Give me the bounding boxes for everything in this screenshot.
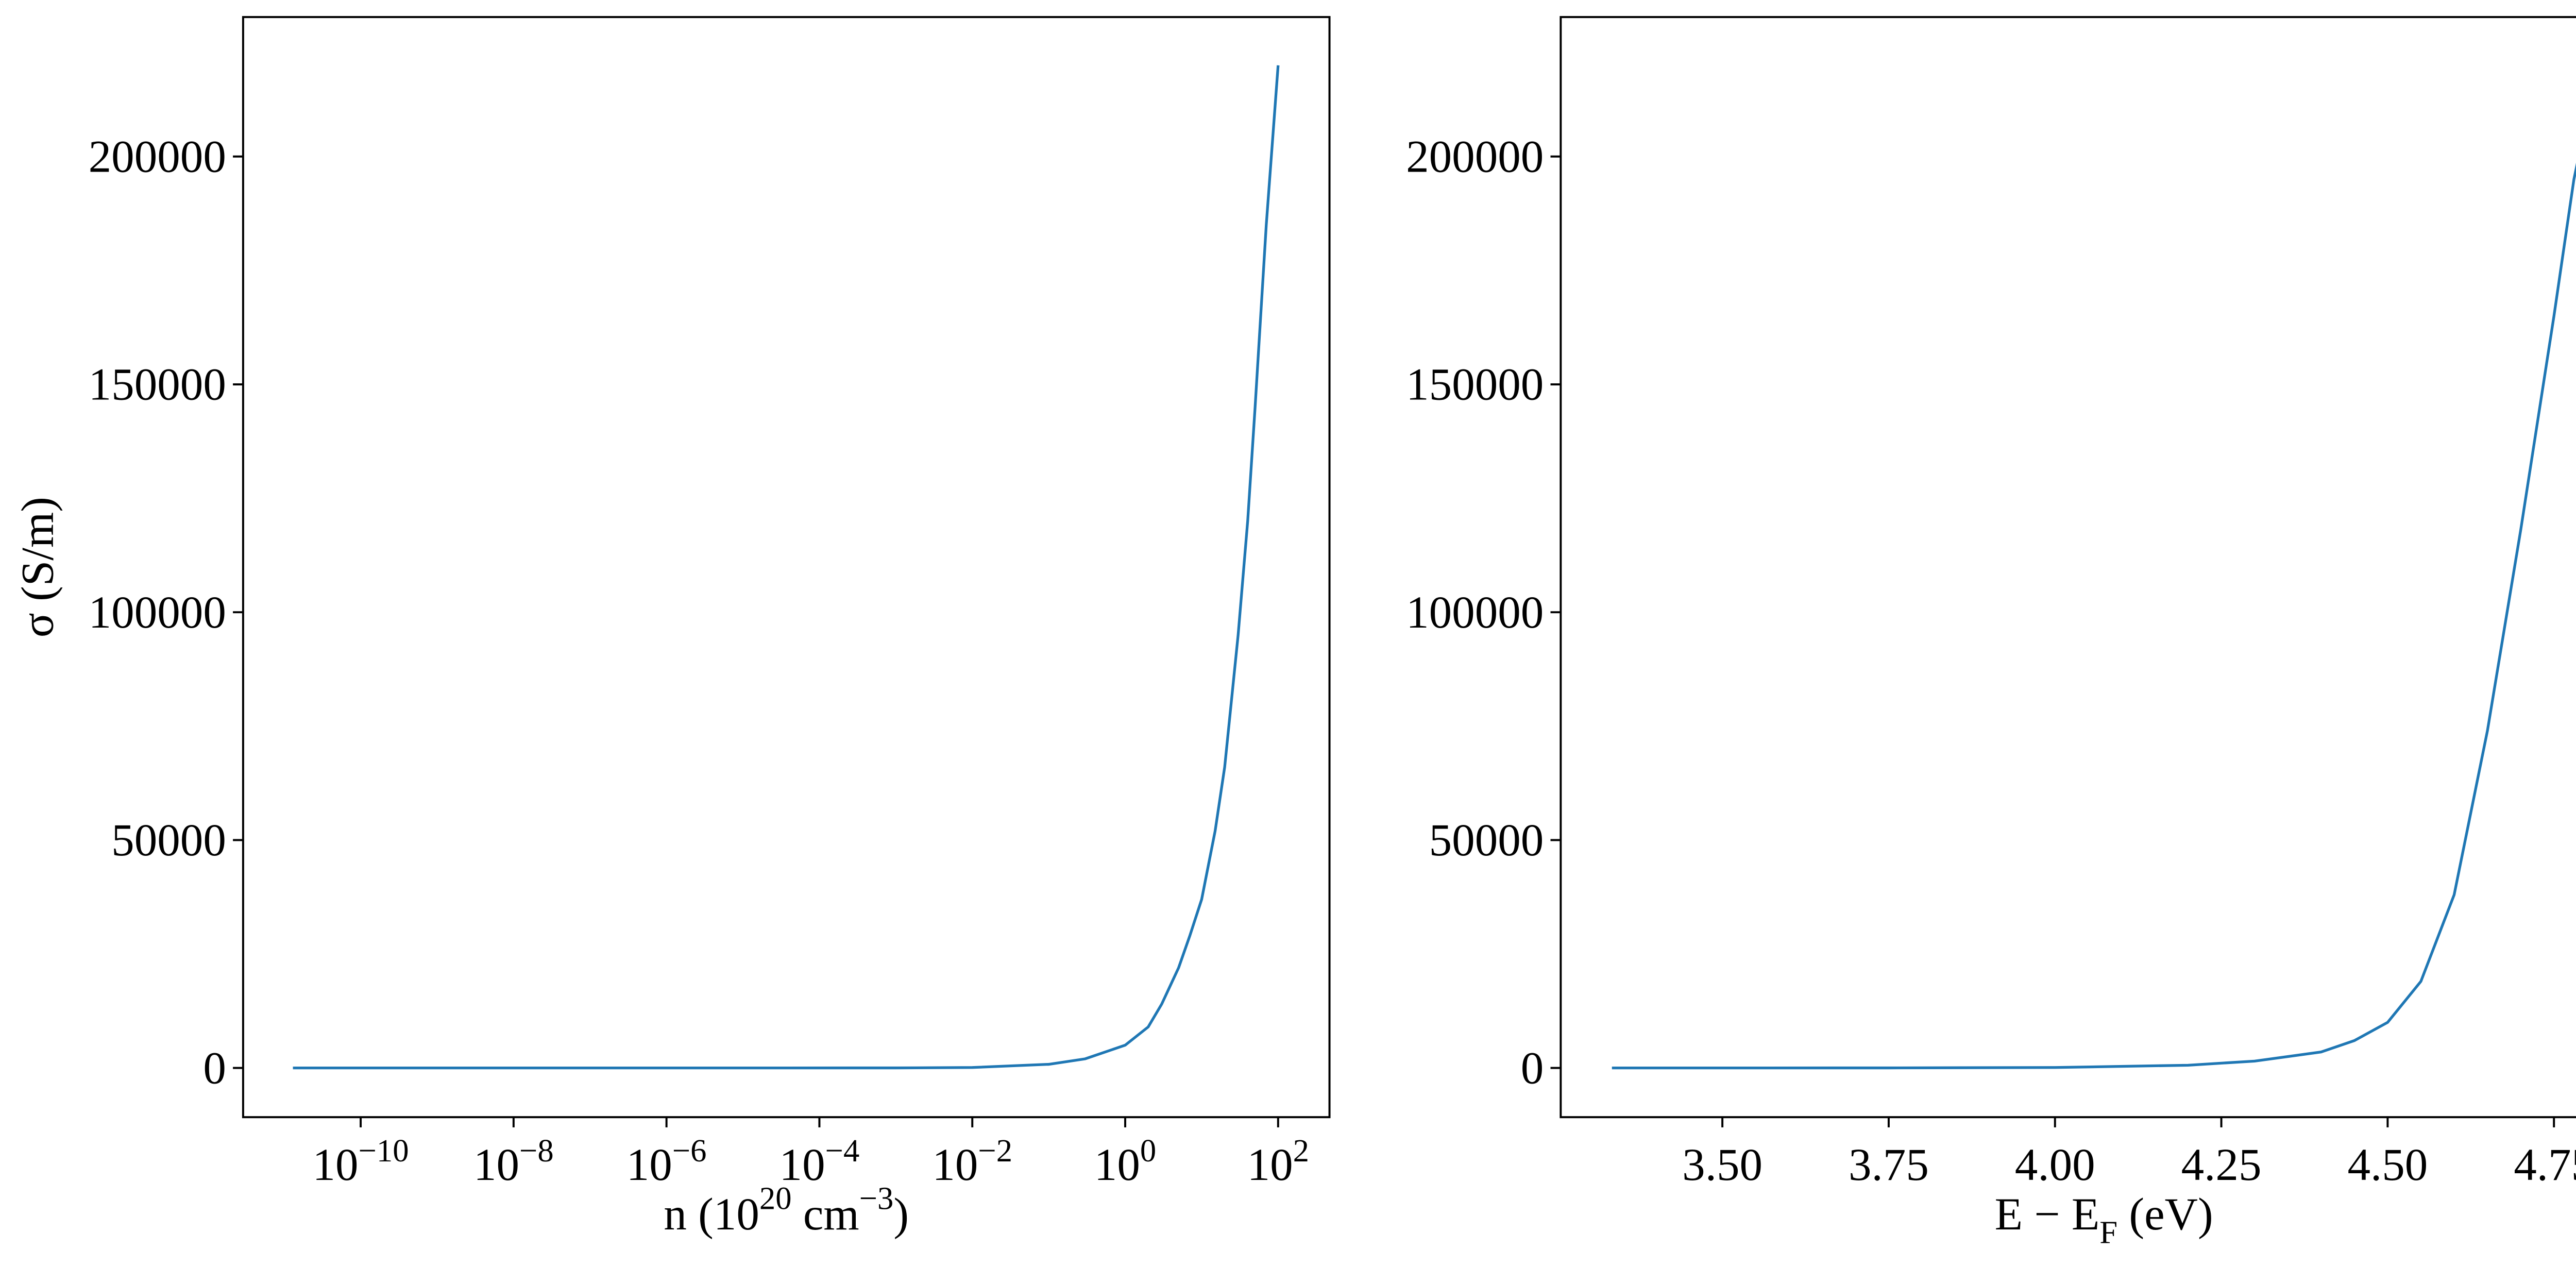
x-axis-label: n (1020 cm−3) bbox=[664, 1180, 909, 1240]
y-tick-label: 200000 bbox=[89, 131, 226, 182]
y-tick-label: 150000 bbox=[89, 360, 226, 410]
y-axis-label: σ (S/m) bbox=[12, 497, 63, 637]
subplot: 0 50000 100000 150000 200000 3.50 3.75 4.00 4.25… bbox=[1406, 16, 2576, 1250]
y-tick-label: 50000 bbox=[111, 815, 226, 866]
y-tick-label: 100000 bbox=[89, 587, 226, 638]
tick-base: 10 bbox=[1247, 1140, 1293, 1190]
x-tick-label: 10−8 bbox=[473, 1133, 554, 1190]
y-tick-label: 0 bbox=[203, 1043, 226, 1093]
tick-base: 4.25 bbox=[2181, 1140, 2262, 1190]
tick-base: 10 bbox=[312, 1140, 358, 1190]
x-tick-label: 4.75 bbox=[2514, 1140, 2576, 1190]
y-tick-label: 200000 bbox=[1406, 131, 1544, 182]
x-label-part: cm bbox=[792, 1189, 859, 1240]
tick-base: 10 bbox=[626, 1140, 672, 1190]
x-label-part: E − E bbox=[1995, 1189, 2100, 1240]
x-tick-label: 4.50 bbox=[2347, 1140, 2428, 1190]
y-tick-label: 50000 bbox=[1429, 815, 1544, 866]
tick-exponent: −6 bbox=[672, 1133, 707, 1169]
axes-frame bbox=[1560, 16, 2576, 1119]
axes-frame bbox=[242, 16, 1331, 1119]
x-label-part: ) bbox=[893, 1189, 909, 1240]
tick-exponent: −4 bbox=[825, 1133, 860, 1169]
x-tick-label: 10−6 bbox=[626, 1133, 707, 1190]
x-tick-label: 10−4 bbox=[779, 1133, 860, 1190]
tick-base: 4.75 bbox=[2514, 1140, 2576, 1190]
tick-base: 10 bbox=[932, 1140, 978, 1190]
y-tick-label: 100000 bbox=[1406, 587, 1544, 638]
tick-base: 3.75 bbox=[1849, 1140, 1929, 1190]
x-tick-label: 10−2 bbox=[932, 1133, 1012, 1190]
x-tick-label: 3.75 bbox=[1849, 1140, 1929, 1190]
x-label-part: 20 bbox=[759, 1180, 792, 1216]
y-tick-label: 150000 bbox=[1406, 360, 1544, 410]
x-tick-label: 102 bbox=[1247, 1133, 1309, 1190]
tick-base: 4.00 bbox=[2015, 1140, 2095, 1190]
tick-exponent: −10 bbox=[359, 1133, 409, 1169]
x-label-part: −3 bbox=[859, 1180, 894, 1216]
tick-base: 10 bbox=[779, 1140, 825, 1190]
tick-base: 3.50 bbox=[1682, 1140, 1762, 1190]
x-tick-label: 10−10 bbox=[312, 1133, 409, 1190]
y-tick-label: 0 bbox=[1521, 1043, 1544, 1093]
x-tick-label: 4.25 bbox=[2181, 1140, 2262, 1190]
data-line bbox=[1612, 162, 2576, 1070]
tick-exponent: −2 bbox=[978, 1133, 1012, 1169]
x-axis-label: E − EF (eV) bbox=[1995, 1189, 2213, 1250]
tick-base: 4.50 bbox=[2347, 1140, 2428, 1190]
x-label-part: (eV) bbox=[2117, 1189, 2213, 1240]
x-tick-label: 3.50 bbox=[1682, 1140, 1762, 1190]
data-line bbox=[293, 65, 1280, 1070]
tick-exponent: 2 bbox=[1293, 1133, 1309, 1169]
x-tick-label: 100 bbox=[1094, 1133, 1156, 1190]
tick-exponent: −8 bbox=[519, 1133, 554, 1169]
tick-base: 10 bbox=[1094, 1140, 1140, 1190]
x-label-part: n (10 bbox=[664, 1189, 759, 1240]
x-tick-label: 4.00 bbox=[2015, 1140, 2095, 1190]
tick-exponent: 0 bbox=[1140, 1133, 1156, 1169]
x-label-part: F bbox=[2099, 1214, 2117, 1250]
tick-base: 10 bbox=[473, 1140, 519, 1190]
